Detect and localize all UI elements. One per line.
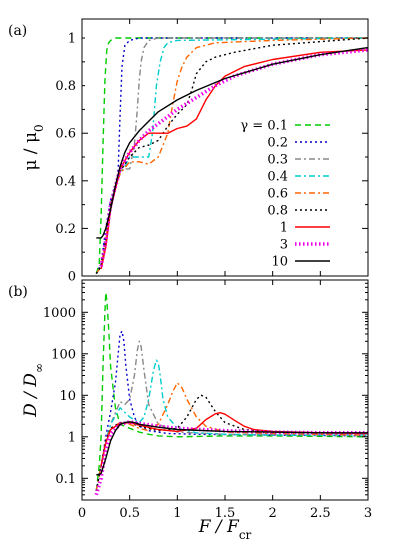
x-tick-label: 2.5 — [310, 506, 331, 521]
panel-label: (a) — [8, 23, 27, 39]
series-line-10 — [96, 46, 368, 239]
legend-label: 0.8 — [267, 204, 288, 219]
y-axis-title: μ / μ0 — [21, 124, 46, 170]
x-tick-label: 3 — [364, 506, 372, 521]
legend-label: γ = 0.1 — [240, 119, 288, 134]
y-tick-label: 1000 — [43, 306, 76, 321]
y-tick-label: 0.1 — [55, 472, 76, 487]
legend-label: 0.3 — [267, 153, 288, 168]
legend-label: 0.2 — [267, 136, 288, 151]
series-line-0-3 — [95, 37, 368, 274]
series-line-0-6 — [95, 382, 368, 491]
panel-a: 0 0.2 0.4 0.6 0.8 1 (a) μ / μ0 γ = 0.1 0.2 0.3 0.4 0… — [8, 18, 369, 285]
series-line-10 — [96, 421, 368, 476]
legend-label: 1 — [280, 221, 288, 236]
y-tick-label: 1 — [68, 430, 76, 445]
panel-b: 0 0.5 1 1.5 2 2.5 3 0.1 1 10 100 1000 (b) D / D∞ — [8, 279, 372, 521]
legend-label: 3 — [280, 238, 288, 253]
y-axis-title: D / D∞ — [21, 363, 46, 418]
series-line-0-8 — [95, 394, 368, 491]
y-tick-label: 0.2 — [55, 222, 76, 237]
y-tick-label: 10 — [59, 389, 76, 404]
plot-frame — [81, 279, 369, 501]
series-line-0-1 — [95, 37, 368, 274]
x-axis-label: F / Fcr — [198, 517, 252, 542]
series-line-0-2 — [95, 37, 368, 274]
series-line-0-2 — [95, 330, 368, 491]
y-tick-label: 1 — [68, 32, 76, 47]
legend-label: 0.6 — [267, 187, 288, 202]
plot-frame — [81, 18, 369, 277]
legend-label: 0.4 — [267, 170, 288, 185]
series-group — [94, 291, 368, 496]
series-line-0-1 — [95, 291, 368, 491]
panel-label: (b) — [8, 284, 28, 300]
x-tick-label: 0 — [78, 506, 86, 521]
series-line-0-4 — [95, 359, 368, 491]
y-tick-label: 100 — [51, 347, 76, 362]
x-tick-label: 1.5 — [215, 506, 236, 521]
series-line-0-3 — [95, 340, 368, 491]
x-tick-label: 1 — [173, 506, 181, 521]
y-tick-label: 0.8 — [55, 79, 76, 94]
series-line-0-6 — [95, 37, 368, 274]
series-line-0-8 — [95, 37, 368, 274]
series-line-0-4 — [95, 37, 368, 274]
x-tick-label: 2 — [269, 506, 277, 521]
y-tick-label: 0.4 — [55, 174, 76, 189]
legend: γ = 0.1 0.2 0.3 0.4 0.6 0.8 1 3 10 — [240, 119, 330, 270]
y-tick-label: 0.6 — [55, 127, 76, 142]
series-group — [95, 37, 368, 274]
x-axis-title: F / Fcr — [198, 517, 252, 542]
x-tick-label: 0.5 — [119, 506, 140, 521]
legend-label: 10 — [271, 255, 288, 270]
series-line-3 — [99, 48, 368, 267]
y-tick-label: 0 — [68, 270, 76, 285]
